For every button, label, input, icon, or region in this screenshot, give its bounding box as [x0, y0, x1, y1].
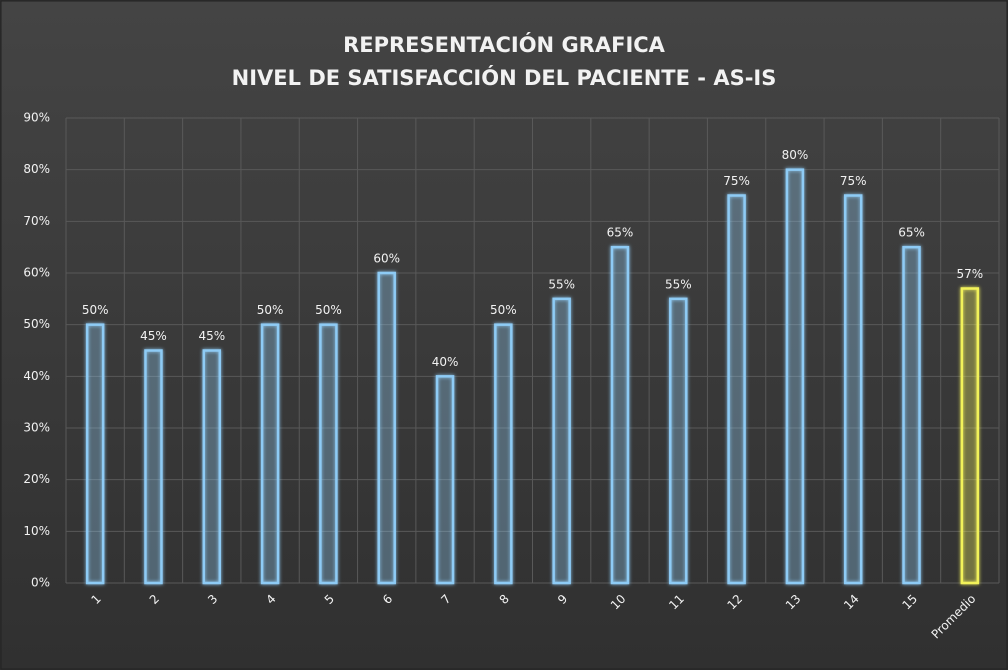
bar: [260, 323, 280, 585]
y-tick-label: 80%: [23, 162, 50, 176]
value-label: 57%: [957, 267, 984, 281]
bar: [960, 287, 980, 585]
value-label: 75%: [840, 174, 867, 188]
value-label: 65%: [898, 226, 925, 240]
bar: [727, 194, 746, 585]
value-label: 65%: [607, 226, 634, 240]
bar: [843, 194, 863, 585]
value-label: 50%: [82, 303, 109, 317]
value-label: 40%: [432, 355, 459, 369]
value-label: 45%: [140, 329, 167, 343]
y-tick-label: 60%: [23, 266, 50, 280]
value-label: 50%: [257, 303, 284, 317]
bar: [669, 297, 688, 585]
value-label: 50%: [490, 303, 517, 317]
value-label: 50%: [315, 303, 342, 317]
bar: [319, 323, 338, 585]
bar: [435, 375, 455, 585]
bar: [552, 297, 571, 585]
value-label: 60%: [373, 252, 400, 266]
value-label: 55%: [665, 277, 692, 291]
value-label: 55%: [548, 277, 575, 291]
bar: [785, 168, 805, 585]
y-tick-label: 40%: [23, 369, 50, 383]
value-label: 45%: [198, 329, 225, 343]
chart-subtitle: NIVEL DE SATISFACCIÓN DEL PACIENTE - AS-…: [232, 65, 777, 90]
bar: [494, 323, 513, 585]
bar: [377, 271, 396, 585]
value-label: 75%: [723, 174, 750, 188]
bar: [202, 349, 222, 585]
value-label: 80%: [782, 148, 809, 162]
y-tick-label: 50%: [23, 317, 50, 331]
chart-title: REPRESENTACIÓN GRAFICA: [343, 32, 666, 57]
y-tick-label: 20%: [23, 472, 50, 486]
bar: [144, 349, 163, 585]
bar: [610, 245, 630, 585]
y-tick-label: 90%: [23, 111, 50, 125]
bar: [902, 245, 921, 585]
y-tick-label: 0%: [31, 576, 50, 590]
bar: [85, 323, 105, 585]
y-tick-label: 70%: [23, 214, 50, 228]
y-tick-label: 10%: [23, 524, 50, 538]
y-tick-label: 30%: [23, 421, 50, 435]
